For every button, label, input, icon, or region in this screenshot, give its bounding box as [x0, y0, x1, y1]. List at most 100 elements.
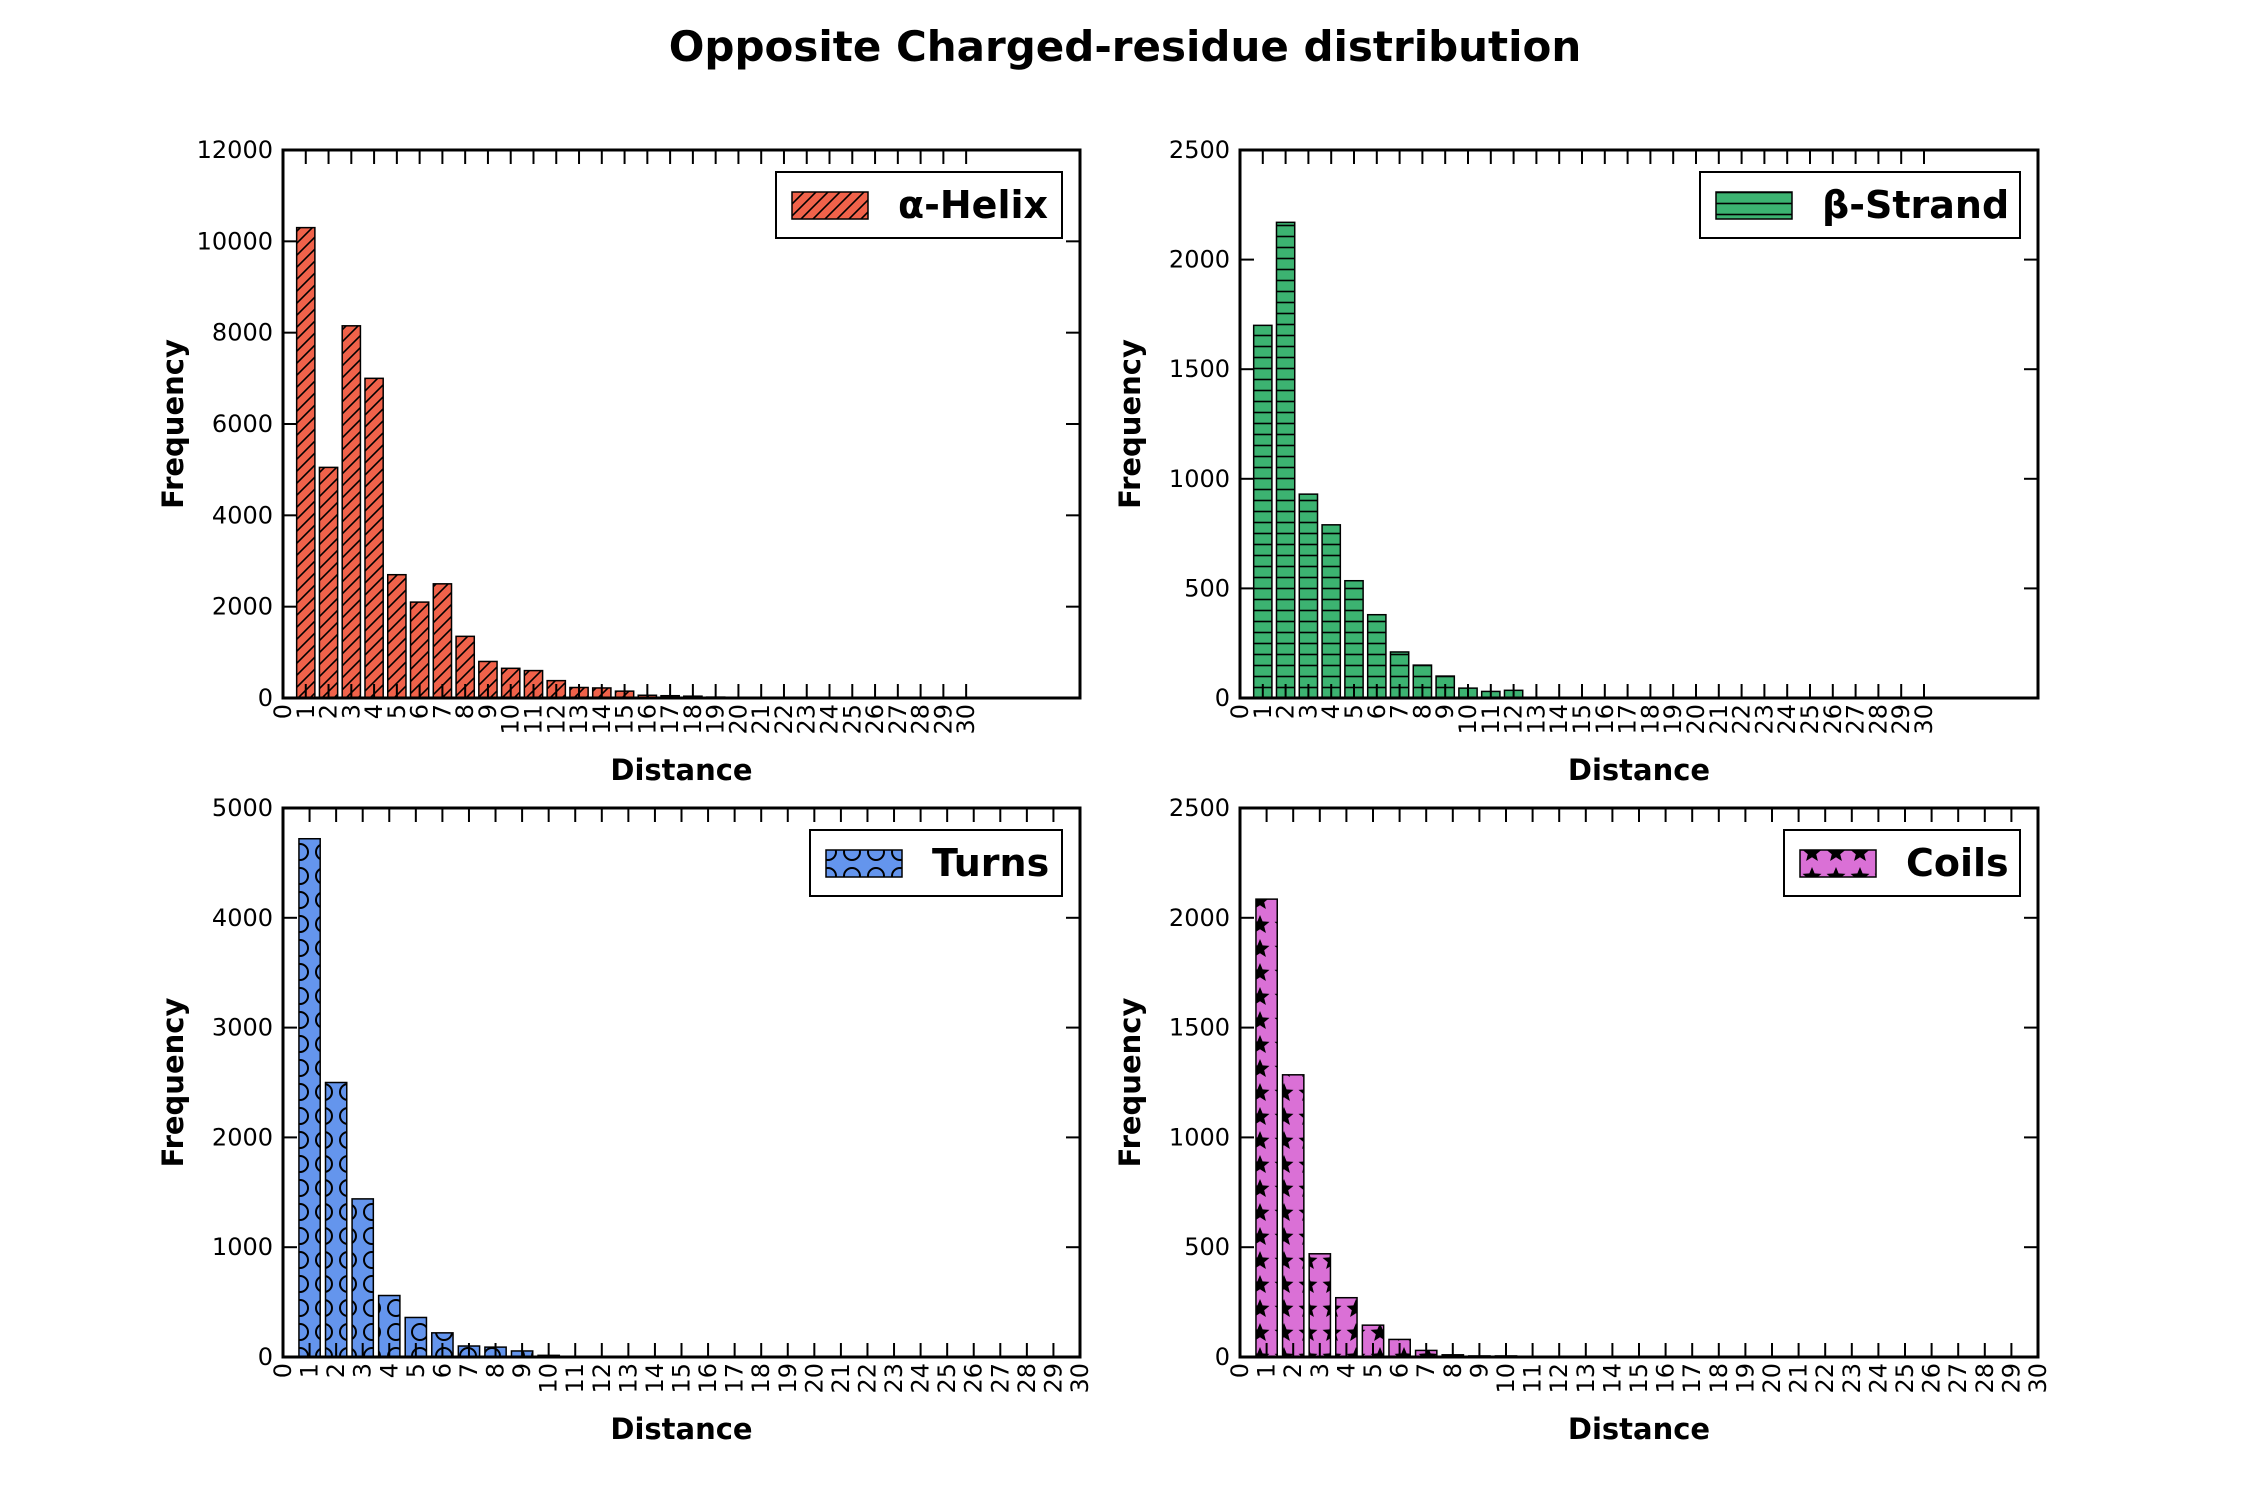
- turns-xtick-label: 18: [747, 1363, 775, 1394]
- helix-ytick-label: 12000: [197, 136, 273, 164]
- helix-ytick-label: 10000: [197, 227, 273, 255]
- coils-xtick-label: 12: [1545, 1363, 1573, 1394]
- strand-legend-label: β-Strand: [1822, 183, 2009, 227]
- helix-bar-1: [295, 226, 316, 699]
- helix-bar-4: [364, 377, 384, 699]
- turns-ytick-label: 2000: [212, 1123, 273, 1151]
- coils-ytick-label: 2000: [1169, 904, 1230, 932]
- helix-bar-hatch: [409, 601, 430, 699]
- helix-xtick-label: 4: [360, 704, 388, 719]
- helix-ytick-label: 0: [258, 684, 273, 712]
- coils-bar-1: [1255, 898, 1278, 1358]
- coils-xtick-label: 0: [1226, 1363, 1254, 1378]
- turns-xtick-label: 22: [853, 1363, 881, 1394]
- coils-xtick-label: 21: [1785, 1363, 1813, 1394]
- coils-xtick-label: 3: [1306, 1363, 1334, 1378]
- strand-yaxis-label: Frequency: [1113, 339, 1147, 509]
- turns-bar-1: [298, 837, 321, 1358]
- helix-bar-hatch: [341, 325, 362, 699]
- strand-bar-hatch: [1275, 221, 1296, 699]
- helix-bar-10: [500, 667, 521, 699]
- strand-xtick-label: 30: [1910, 704, 1938, 735]
- turns-xtick-label: 5: [402, 1363, 430, 1378]
- helix-ytick-label: 6000: [212, 410, 273, 438]
- turns-bar-3: [351, 1198, 375, 1358]
- helix-bar-6: [409, 601, 430, 699]
- helix-ytick-label: 4000: [212, 501, 273, 529]
- helix-bar-hatch: [386, 573, 407, 699]
- helix-xtick-label: 9: [474, 704, 502, 719]
- turns-xtick-label: 8: [482, 1363, 510, 1378]
- coils-xaxis-label: Distance: [1568, 1412, 1710, 1446]
- coils-bar-hatch: [1255, 898, 1278, 1358]
- turns-xtick-label: 17: [721, 1363, 749, 1394]
- turns-xtick-label: 19: [774, 1363, 802, 1394]
- helix-bar-hatch: [318, 466, 339, 699]
- turns-xtick-label: 4: [375, 1363, 403, 1378]
- turns-legend: Turns: [809, 829, 1063, 897]
- turns-xtick-label: 21: [827, 1363, 855, 1394]
- coils-xtick-label: 26: [1918, 1363, 1946, 1394]
- turns-xtick-label: 9: [508, 1363, 536, 1378]
- strand-xtick-label: 16: [1591, 704, 1619, 735]
- helix-bar-3: [341, 325, 362, 699]
- helix-xtick-label: 18: [679, 704, 707, 735]
- turns-xtick-label: 14: [641, 1363, 669, 1394]
- strand-axes-frame: [1238, 148, 2040, 700]
- helix-bar-7: [432, 583, 453, 699]
- coils-bar-4: [1335, 1296, 1358, 1358]
- coils-xtick-label: 18: [1705, 1363, 1733, 1394]
- strand-xtick-label: 19: [1659, 704, 1687, 735]
- helix-bar-5: [386, 573, 407, 699]
- strand-xtick-label: 15: [1568, 704, 1596, 735]
- coils-xtick-label: 13: [1572, 1363, 1600, 1394]
- strand-xtick-label: 26: [1819, 704, 1847, 735]
- turns-xtick-label: 16: [694, 1363, 722, 1394]
- strand-bar-4: [1321, 524, 1342, 699]
- helix-xtick-label: 7: [428, 704, 456, 719]
- helix-xtick-label: 13: [565, 704, 593, 735]
- helix-xtick-label: 0: [269, 704, 297, 719]
- helix-xtick-label: 26: [861, 704, 889, 735]
- helix-xtick-label: 28: [907, 704, 935, 735]
- helix-legend-label: α-Helix: [898, 183, 1048, 227]
- helix-xtick-label: 16: [633, 704, 661, 735]
- coils-bar-hatch: [1281, 1074, 1305, 1358]
- strand-xtick-label: 21: [1705, 704, 1733, 735]
- strand-ytick-label: 500: [1184, 574, 1230, 602]
- strand-xtick-label: 1: [1249, 704, 1277, 719]
- strand-ytick-label: 2000: [1169, 246, 1230, 274]
- strand-bar-1: [1252, 324, 1273, 699]
- coils-xtick-label: 10: [1492, 1363, 1520, 1394]
- helix-xtick-label: 24: [816, 704, 844, 735]
- coils-legend: Coils: [1783, 829, 2021, 897]
- coils-ytick-label: 500: [1184, 1233, 1230, 1261]
- helix-bar-8: [455, 635, 476, 699]
- strand-bar-3: [1298, 493, 1319, 699]
- turns-xtick-label: 15: [668, 1363, 696, 1394]
- turns-xtick-label: 30: [1066, 1363, 1094, 1394]
- helix-xtick-label: 6: [406, 704, 434, 719]
- turns-legend-swatch: [825, 849, 903, 878]
- helix-xtick-label: 27: [884, 704, 912, 735]
- coils-ytick-label: 1500: [1169, 1014, 1230, 1042]
- strand-xtick-label: 9: [1431, 704, 1459, 719]
- strand-bar-2: [1275, 221, 1296, 699]
- coils-xtick-label: 1: [1253, 1363, 1281, 1378]
- helix-xtick-label: 15: [611, 704, 639, 735]
- helix-xtick-label: 5: [383, 704, 411, 719]
- coils-xtick-label: 9: [1465, 1363, 1493, 1378]
- strand-ytick-label: 1500: [1169, 355, 1230, 383]
- helix-xaxis-label: Distance: [610, 753, 752, 787]
- strand-ytick-label: 1000: [1169, 465, 1230, 493]
- strand-xtick-label: 27: [1842, 704, 1870, 735]
- helix-ytick-label: 8000: [212, 319, 273, 347]
- coils-bar-2: [1281, 1074, 1305, 1358]
- strand-xtick-label: 14: [1545, 704, 1573, 735]
- turns-xtick-label: 12: [588, 1363, 616, 1394]
- coils-yaxis-label: Frequency: [1113, 998, 1147, 1168]
- strand-bar-8: [1412, 664, 1433, 699]
- helix-xtick-label: 1: [292, 704, 320, 719]
- strand-panel: 0123456789101112131415161718192021222324…: [1113, 136, 2040, 787]
